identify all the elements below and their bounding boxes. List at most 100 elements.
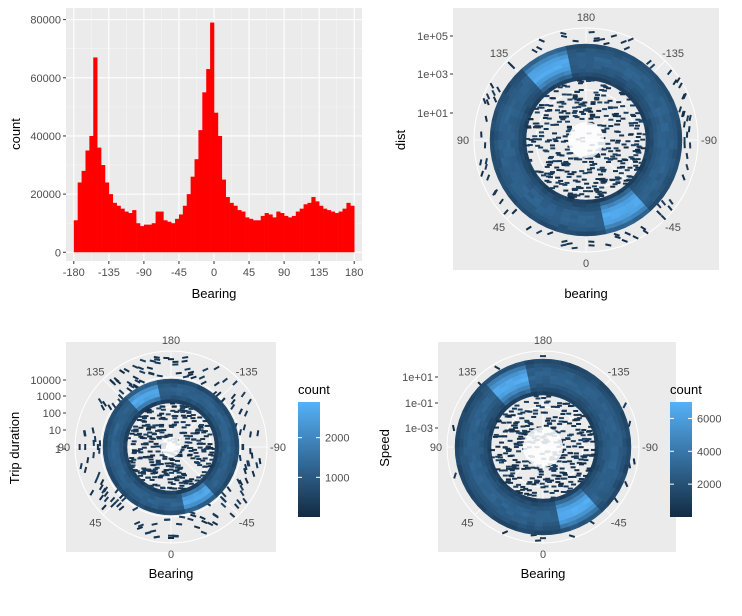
histogram-bar — [346, 202, 351, 253]
heat-tile — [183, 482, 189, 485]
heat-tile — [200, 380, 207, 386]
heat-tile — [533, 526, 544, 532]
heat-tile — [236, 498, 242, 505]
heat-tile — [560, 243, 567, 247]
heat-tile — [593, 188, 599, 191]
heat-tile — [186, 410, 192, 413]
heat-tile — [247, 398, 252, 405]
heat-tile — [587, 433, 593, 436]
heat-tile — [576, 422, 582, 425]
heat-tile — [197, 464, 203, 467]
heat-tile — [612, 153, 618, 156]
heat-tile — [556, 101, 562, 104]
heat-tile — [574, 90, 580, 93]
heat-tile — [168, 468, 174, 471]
heat-tile — [552, 160, 558, 163]
heat-tile — [551, 466, 557, 469]
polar-core — [161, 437, 181, 457]
heat-tile — [514, 404, 520, 407]
heat-tile — [118, 441, 124, 448]
heat-tile — [258, 457, 262, 465]
histogram-bar — [245, 217, 250, 253]
heat-tile — [156, 379, 165, 385]
heat-tile — [576, 175, 582, 178]
heat-tile — [511, 208, 518, 215]
heat-tile — [642, 229, 649, 235]
heat-tile — [572, 97, 578, 100]
heat-tile — [184, 479, 190, 482]
heat-tile — [527, 143, 533, 146]
heat-tile — [578, 477, 584, 480]
heat-tile — [634, 140, 640, 143]
heat-tile — [585, 211, 595, 217]
heat-tile — [633, 154, 639, 157]
heat-tile — [538, 146, 544, 149]
heat-tile — [560, 118, 566, 121]
heat-tile — [102, 446, 108, 455]
heat-tile — [160, 416, 166, 419]
heat-tile — [133, 428, 139, 431]
heat-tile — [534, 366, 544, 372]
heat-tile — [150, 464, 156, 467]
heat-tile — [560, 430, 566, 433]
heat-tile — [544, 94, 550, 97]
heat-tile — [549, 187, 555, 190]
heat-tile — [573, 158, 579, 161]
heat-tile — [131, 449, 137, 452]
heat-tile — [556, 153, 562, 156]
heat-tile — [532, 126, 538, 129]
heat-tile — [538, 131, 544, 134]
heat-tile — [501, 130, 507, 141]
histogram-bar — [167, 221, 172, 253]
heat-tile — [610, 446, 616, 455]
heat-tile — [580, 102, 586, 105]
angle-label: 135 — [490, 48, 508, 60]
heat-tile — [497, 139, 503, 150]
heat-tile — [233, 453, 239, 462]
heat-tile — [563, 115, 569, 118]
heat-tile — [144, 456, 150, 459]
histogram-bar — [272, 217, 277, 253]
heat-tile — [616, 119, 622, 122]
heat-tile — [588, 190, 594, 193]
heat-tile — [504, 429, 510, 432]
heat-tile — [484, 158, 488, 165]
heat-tile — [585, 231, 597, 237]
heat-tile — [94, 477, 99, 484]
heat-tile — [615, 154, 621, 157]
heat-tile — [132, 364, 139, 369]
y-axis-title: count — [8, 118, 23, 150]
heat-tile — [520, 411, 526, 414]
heat-tile — [563, 485, 569, 488]
heat-tile — [507, 439, 513, 442]
heat-tile — [582, 190, 588, 193]
heat-tile — [162, 457, 168, 460]
heat-tile — [148, 455, 154, 458]
heat-tile — [196, 476, 202, 479]
y-axis-title: dist — [393, 129, 408, 150]
heat-tile — [534, 481, 540, 484]
heat-tile — [685, 115, 690, 122]
heat-tile — [630, 157, 636, 160]
heat-tile — [547, 109, 553, 112]
heat-tile — [559, 100, 565, 103]
heat-tile — [202, 457, 208, 460]
heat-tile — [516, 483, 522, 486]
angle-label: 0 — [168, 549, 174, 561]
angle-label: 180 — [162, 335, 180, 347]
heat-tile — [152, 476, 158, 479]
heat-tile — [222, 377, 228, 383]
heat-tile — [557, 402, 563, 405]
heat-tile — [157, 475, 163, 478]
angle-label: 180 — [534, 335, 552, 347]
heat-tile — [534, 479, 540, 482]
heat-tile — [146, 425, 152, 428]
heat-tile — [536, 45, 543, 51]
heat-tile — [229, 512, 236, 518]
heat-tile — [512, 458, 518, 461]
histogram-bar — [284, 215, 289, 253]
heat-tile — [562, 183, 568, 186]
heat-tile — [560, 162, 566, 165]
heat-tile — [635, 136, 641, 139]
heat-tile — [597, 101, 603, 104]
